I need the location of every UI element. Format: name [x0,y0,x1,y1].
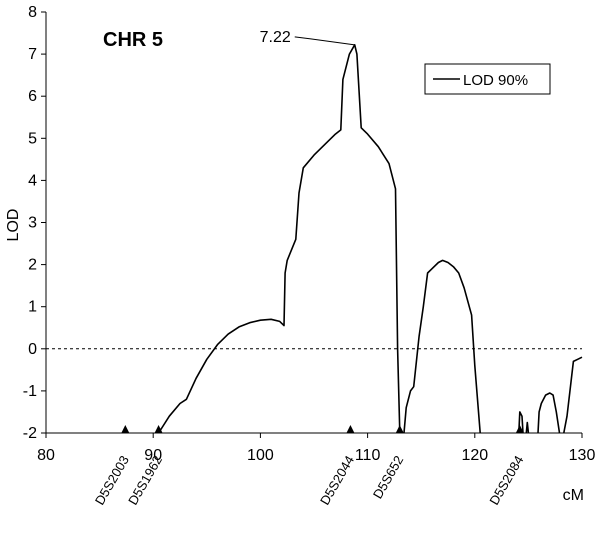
y-tick-label: -2 [23,425,37,442]
lod-series-line [525,421,530,434]
legend: LOD 90% [424,63,551,95]
marker-label: D5S2084 [486,453,526,507]
y-tick-label: -1 [23,383,37,400]
peak-value-label: 7.22 [260,29,291,46]
marker-label: D5S2044 [317,453,357,507]
x-tick-label: 90 [144,447,162,464]
y-tick-label: 0 [28,341,37,358]
lod-series-line [563,356,583,434]
marker-triangle [121,425,130,433]
lod-series-line [537,392,561,434]
x-tick-label: 120 [461,447,488,464]
x-tick-label: 130 [569,447,596,464]
lod-series-line [157,44,401,434]
y-tick-label: 4 [28,172,37,189]
y-tick-label: 3 [28,215,37,232]
x-tick-label: 100 [247,447,274,464]
marker-triangle [154,425,163,433]
marker-triangle [346,425,355,433]
x-tick-label: 80 [37,447,55,464]
x-tick-label: 110 [355,447,381,464]
marker-triangle [515,425,524,433]
peak-leader-line [294,36,355,46]
chart-title: CHR 5 [103,29,163,51]
y-tick-label: 8 [28,4,37,21]
y-axis-title: LOD [5,209,22,242]
y-tick-label: 1 [28,299,37,316]
y-tick-label: 2 [28,257,37,274]
legend-label: LOD 90% [463,72,528,89]
marker-triangle [395,425,404,433]
y-tick-label: 5 [28,130,37,147]
lod-series-line [518,411,524,434]
x-axis-title: cM [563,487,584,504]
y-tick-label: 7 [28,46,37,63]
y-tick-label: 6 [28,88,37,105]
lod-series-line [403,259,481,434]
